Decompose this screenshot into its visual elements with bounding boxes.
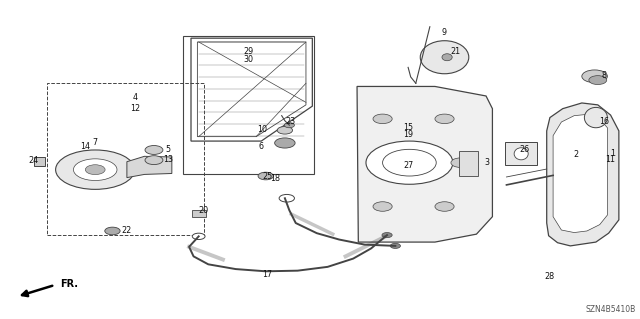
Text: 10: 10 <box>257 125 268 134</box>
Circle shape <box>435 114 454 123</box>
Text: 8: 8 <box>602 71 607 80</box>
Circle shape <box>373 202 392 211</box>
Circle shape <box>451 158 470 167</box>
Text: 28: 28 <box>545 272 555 281</box>
Circle shape <box>275 138 295 148</box>
Circle shape <box>589 76 607 85</box>
Circle shape <box>258 172 273 180</box>
Text: 24: 24 <box>29 156 39 165</box>
Text: 13: 13 <box>163 155 173 164</box>
Bar <box>505 142 537 165</box>
Text: 30: 30 <box>243 55 253 64</box>
Polygon shape <box>553 115 607 233</box>
FancyBboxPatch shape <box>460 151 478 176</box>
Text: 16: 16 <box>599 117 609 126</box>
Ellipse shape <box>442 54 452 61</box>
Circle shape <box>382 233 392 238</box>
Text: 9: 9 <box>442 28 447 37</box>
Text: 14: 14 <box>81 142 91 151</box>
Text: 4: 4 <box>132 93 138 102</box>
Text: 27: 27 <box>403 161 413 170</box>
Text: FR.: FR. <box>60 279 78 289</box>
Circle shape <box>105 227 120 235</box>
Text: 22: 22 <box>122 226 132 234</box>
Text: 7: 7 <box>93 137 98 146</box>
Text: 26: 26 <box>519 145 529 154</box>
Text: 20: 20 <box>198 206 209 215</box>
Bar <box>192 210 206 217</box>
Text: 25: 25 <box>262 172 273 181</box>
Text: 3: 3 <box>485 158 490 167</box>
Text: 2: 2 <box>573 150 578 159</box>
Text: 15: 15 <box>403 123 413 132</box>
Text: 17: 17 <box>262 270 273 279</box>
Circle shape <box>192 233 205 240</box>
Text: 1: 1 <box>610 149 615 158</box>
Circle shape <box>366 141 453 184</box>
Text: 6: 6 <box>259 142 264 151</box>
Ellipse shape <box>514 148 528 160</box>
Circle shape <box>56 150 135 189</box>
Circle shape <box>435 202 454 211</box>
Text: 11: 11 <box>605 155 616 164</box>
Text: 21: 21 <box>451 47 460 56</box>
Bar <box>47 83 204 235</box>
Circle shape <box>74 159 117 181</box>
Text: SZN4B5410B: SZN4B5410B <box>586 305 636 314</box>
Text: 18: 18 <box>270 174 280 183</box>
Circle shape <box>279 195 294 202</box>
Text: 23: 23 <box>285 117 295 126</box>
Text: 12: 12 <box>130 104 140 113</box>
Circle shape <box>145 145 163 154</box>
Circle shape <box>85 165 105 174</box>
Circle shape <box>390 243 401 249</box>
Text: 19: 19 <box>403 130 413 138</box>
Circle shape <box>277 126 292 134</box>
Ellipse shape <box>584 108 607 128</box>
Bar <box>182 36 314 174</box>
Ellipse shape <box>420 41 468 74</box>
Circle shape <box>145 156 163 165</box>
Circle shape <box>582 70 607 83</box>
Circle shape <box>284 123 294 128</box>
Bar <box>34 157 45 166</box>
Polygon shape <box>357 86 492 242</box>
Polygon shape <box>127 156 172 178</box>
Polygon shape <box>547 103 619 246</box>
Text: 29: 29 <box>243 47 253 56</box>
Text: 5: 5 <box>166 145 171 154</box>
Circle shape <box>373 114 392 123</box>
